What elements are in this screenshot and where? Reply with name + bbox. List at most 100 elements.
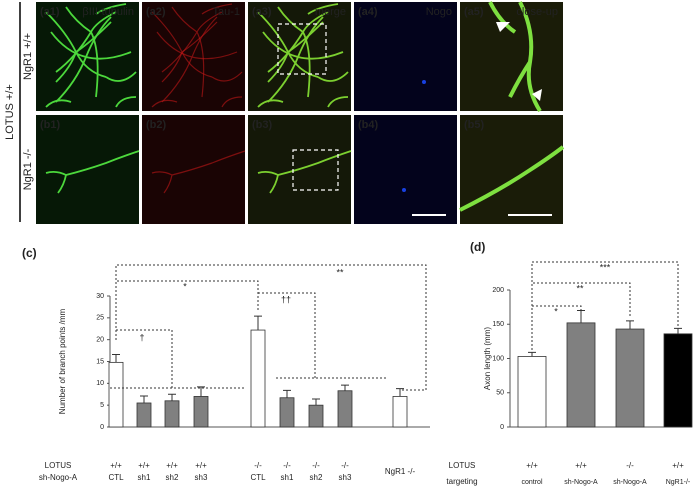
neurite [45, 6, 117, 108]
significance-bracket [110, 329, 246, 389]
x-sub-label: sh2 [310, 473, 323, 482]
y-axis-label: Axon length (mm) [483, 327, 492, 390]
x-tick-label: -/- [254, 461, 262, 470]
bar [308, 404, 324, 428]
row-label: NgR1 +/+ [22, 33, 34, 80]
x-sub-label: CTL [108, 473, 124, 482]
error-bar [396, 388, 404, 397]
panel-caption: Nogo [426, 6, 452, 18]
x-tick-label: +/+ [672, 461, 684, 470]
zoom-box [277, 23, 327, 75]
panel-label: (c) [22, 246, 37, 260]
y-tick-label: 200 [492, 287, 504, 294]
x-sub-label: NgR1-/- [666, 479, 691, 486]
neurite [151, 150, 246, 194]
row-label: LOTUS [45, 461, 72, 470]
error-bar [197, 386, 205, 397]
y-tick-label: 25 [96, 315, 104, 322]
neurite [45, 150, 140, 194]
neurite [488, 1, 542, 113]
panel-caption: close-up [516, 6, 558, 18]
bar [250, 329, 266, 428]
significance-bracket [531, 305, 582, 350]
micrograph-bg [354, 2, 457, 111]
micrograph: (a2) Tau-1 [142, 2, 245, 111]
y-tick-label: 0 [100, 424, 104, 431]
x-sub-label: sh2 [166, 473, 179, 482]
panel-caption: Tau-1 [212, 6, 240, 18]
y-tick-label: 10 [96, 380, 104, 387]
panel-label: (b2) [146, 119, 167, 131]
bar [392, 396, 408, 428]
y-tick-label: 50 [496, 390, 504, 397]
significance-label: †† [281, 294, 291, 304]
error-bar [312, 398, 320, 406]
x-sub-label: sh-Nogo-A [564, 479, 598, 486]
error-bar [168, 393, 176, 401]
bar [566, 322, 596, 428]
x-sub-label: sh3 [195, 473, 208, 482]
panel-label: (a4) [358, 6, 378, 18]
bar [615, 328, 645, 428]
error-bar [283, 389, 291, 398]
x-tick-label: +/+ [526, 461, 538, 470]
row-label: LOTUS [449, 461, 476, 470]
panel-label: (b1) [40, 119, 61, 131]
x-tick-label: +/+ [138, 461, 150, 470]
y-tick-label: 15 [96, 358, 104, 365]
micrograph-bg [460, 115, 563, 224]
error-bar [254, 315, 262, 331]
x-tick-label: +/+ [195, 461, 207, 470]
micrograph-bg [354, 115, 457, 224]
error-bar [140, 395, 148, 403]
x-sub-label: sh-Nogo-A [613, 479, 647, 486]
neurite [262, 16, 349, 108]
panel-label: (a1) [40, 6, 60, 18]
neurite [257, 6, 329, 108]
x-sub-label: CTL [250, 473, 266, 482]
x-tick-label: +/+ [575, 461, 587, 470]
micrograph: (b5) [459, 115, 565, 224]
bar [517, 356, 547, 428]
panel-label: (d) [470, 240, 485, 254]
y-tick-label: 20 [96, 337, 104, 344]
neurite [459, 145, 565, 212]
neurite [151, 3, 243, 83]
x-tick-label: -/- [312, 461, 320, 470]
panel-label: (a2) [146, 6, 166, 18]
bar [193, 396, 209, 428]
x-tick-label: +/+ [166, 461, 178, 470]
significance-label: † [139, 332, 144, 342]
panel-caption: βIII-tubulin [82, 6, 134, 18]
error-bar [341, 384, 349, 391]
x-tick-label: -/- [283, 461, 291, 470]
micrograph: (b1) [36, 115, 140, 224]
micrograph: (b4) [354, 115, 457, 224]
neurite [257, 150, 352, 194]
bar [164, 400, 180, 428]
y-tick-label: 100 [492, 355, 504, 362]
panel-label: (a5) [464, 6, 484, 18]
error-bar [577, 310, 585, 323]
error-bar [528, 351, 536, 357]
row-label: NgR1 -/- [22, 148, 34, 190]
x-sub-label: sh3 [339, 473, 352, 482]
nogo-signal [422, 80, 426, 84]
significance-label: ** [336, 267, 344, 277]
x-sub-label: control [521, 479, 542, 486]
y-tick-label: 150 [492, 321, 504, 328]
x-tick-label: +/+ [110, 461, 122, 470]
x-tick-label: -/- [341, 461, 349, 470]
panel-label: (b5) [464, 119, 485, 131]
y-tick-label: 30 [96, 293, 104, 300]
significance-label: ** [576, 283, 584, 293]
x-sub-label: sh1 [138, 473, 151, 482]
significance-label: * [554, 306, 558, 316]
micrograph: (a1) βIII-tubulin [36, 2, 139, 111]
row-label: targeting [446, 477, 477, 486]
arrowhead [532, 89, 542, 101]
micrograph: (b2) [142, 115, 246, 224]
significance-bracket [115, 264, 427, 391]
micrograph: (a5) close-up [460, 1, 563, 113]
